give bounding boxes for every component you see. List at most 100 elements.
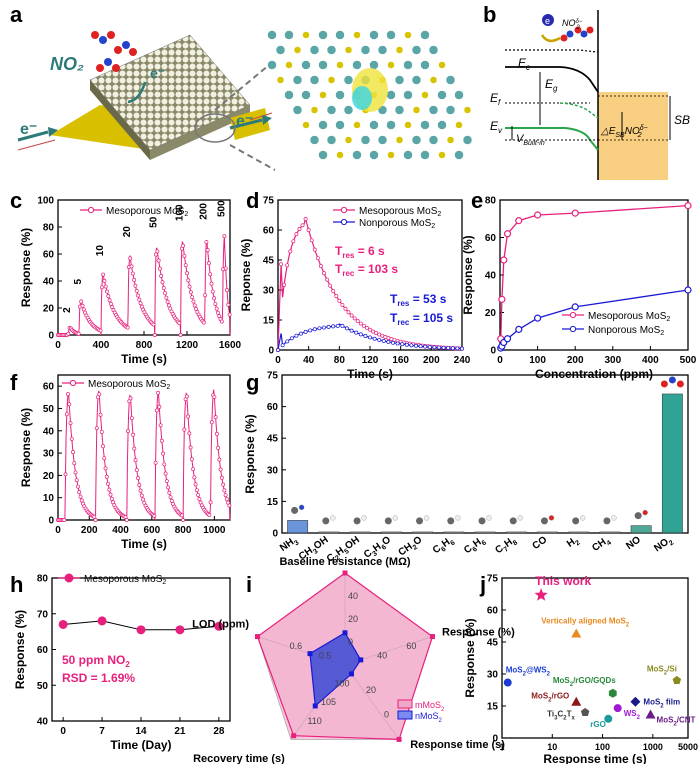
legend-mesoporous-swatch-marker: [64, 573, 74, 583]
legend-mesoporous-label: Mesoporous MoS2: [84, 574, 166, 586]
x-tick-label: 40: [303, 355, 315, 366]
data-point: [216, 310, 220, 315]
concentration-label: 10: [95, 245, 106, 257]
molecule-icon-a: [416, 517, 424, 525]
molecule-icon-a: [291, 506, 299, 514]
x-axis-label: Time (s): [121, 537, 167, 551]
data-point: [221, 482, 226, 487]
radar-tick-label: 40: [377, 651, 387, 661]
data-point: [134, 468, 139, 472]
data-point: [66, 331, 71, 336]
data-point: [105, 289, 109, 294]
data-point: [136, 293, 140, 298]
panel-letter-f: f: [10, 370, 18, 395]
no2-icon-n: [668, 376, 676, 384]
y-tick-label: 30: [263, 286, 275, 297]
data-point: [222, 488, 227, 493]
zoom-line-bottom: [229, 144, 276, 171]
mo-atom: [420, 120, 430, 130]
data-point: [213, 415, 218, 420]
y-tick-label: 30: [43, 449, 55, 460]
mo-atom: [309, 45, 320, 55]
marker-8: [604, 714, 613, 723]
y-tick-label: 0: [272, 529, 278, 540]
bar-4: [412, 531, 433, 534]
data-point: [77, 490, 82, 495]
data-point: [192, 475, 197, 480]
data-point: [76, 331, 81, 336]
radar-vertex-0: [396, 736, 402, 742]
bar-3: [380, 531, 402, 534]
data-point: [192, 303, 197, 308]
mo-atom: [352, 60, 362, 70]
data-point: [104, 474, 109, 479]
series-nonporous-point: [276, 348, 280, 352]
data-point: [137, 297, 142, 302]
data-point: [74, 478, 79, 483]
series-mesoporous-point: [285, 263, 290, 268]
data-point: [179, 513, 184, 518]
y-tick-label: 50: [37, 681, 49, 692]
panel-letter-b: b: [483, 2, 496, 27]
x-tick-label: 0: [55, 340, 61, 351]
data-point: [99, 285, 104, 290]
data-point: [163, 471, 168, 476]
radar-vertex-0: [255, 634, 261, 640]
radar-tick-label: 0: [348, 637, 353, 647]
data-point: [78, 494, 83, 499]
s-atom: [446, 136, 455, 144]
pink-tres-annotation: Tres = 6 s: [335, 244, 385, 260]
category-label: CO: [531, 534, 550, 552]
mo-atom: [360, 135, 371, 145]
no2-icon-o2: [676, 380, 684, 388]
y-tick-label: 60: [37, 645, 49, 656]
point-label-7: Ti3C2Tx: [547, 709, 575, 721]
radar-tick-label: 0.5: [319, 651, 332, 661]
no2-gas-label: NO₂: [50, 54, 84, 74]
series-mesoporous-point: [343, 306, 348, 311]
x-tick-label: 400: [93, 340, 110, 351]
ec-label: Ec: [518, 56, 530, 72]
mo-atom: [284, 90, 294, 100]
s-atom: [429, 76, 438, 84]
s-atom: [310, 106, 319, 114]
mo-atom: [326, 105, 337, 115]
x-tick-label: 10: [547, 742, 557, 752]
legend-mesoporous-swatch-marker: [69, 379, 77, 387]
panel-letter-g: g: [246, 370, 259, 395]
data-point-0: [515, 217, 523, 225]
data-point: [204, 240, 209, 245]
data-point: [98, 328, 103, 333]
y-tick-label: 75: [487, 574, 499, 585]
data-point: [153, 460, 158, 465]
point-label-10: MoS2/CNT: [657, 716, 696, 728]
series-nonporous-point: [312, 327, 317, 332]
data-point: [191, 299, 196, 304]
marker-7: [580, 707, 590, 716]
data-point: [218, 467, 223, 472]
series-nonporous-point: [358, 332, 363, 337]
series-mesoporous-point: [306, 228, 311, 233]
mo-atom: [369, 30, 379, 40]
series-mesoporous-point: [368, 327, 372, 332]
vbi-label: VBuilt-in: [516, 133, 545, 147]
molecule-icon-b: [361, 515, 367, 521]
molecule-icon-b: [579, 515, 586, 521]
bar-0: [287, 520, 309, 534]
mo-atom: [386, 120, 396, 130]
point-label-6: MoS2 film: [643, 698, 680, 710]
series-mesoporous-point: [297, 227, 302, 231]
molecule-icon-b: [330, 515, 336, 521]
mo-atom: [292, 105, 303, 115]
y-axis-label: Response (%): [19, 408, 33, 487]
radar-tick-label: 105: [321, 697, 336, 707]
data-point: [217, 457, 222, 462]
radar-vertex-1: [342, 630, 348, 636]
data-point: [181, 518, 186, 522]
data-point: [181, 243, 186, 248]
series-nonporous-point: [303, 329, 308, 334]
ef-bend: [559, 102, 599, 119]
data-point: [168, 495, 173, 500]
delta-sb-label: △ESBNOδ− 2: [600, 125, 648, 139]
